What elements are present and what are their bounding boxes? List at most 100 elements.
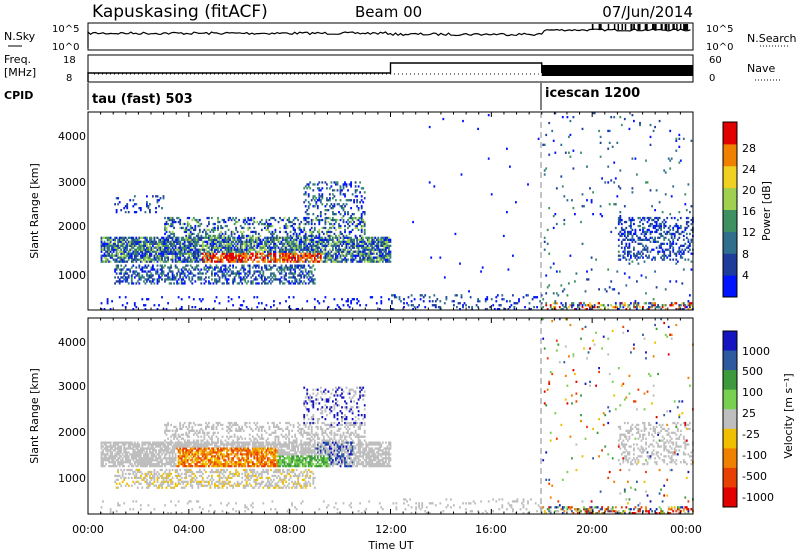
heatmap-cell [224, 236, 227, 239]
heatmap-cell [681, 302, 684, 305]
heatmap-cell [250, 242, 253, 245]
heatmap-cell [209, 266, 212, 269]
heatmap-cell [289, 248, 292, 251]
heatmap-cell [383, 254, 386, 257]
heatmap-cell [155, 463, 157, 466]
heatmap-cell [639, 252, 641, 255]
heatmap-cell [277, 266, 280, 269]
heatmap-cell [139, 258, 142, 261]
heatmap-cell [357, 254, 360, 257]
heatmap-cell [676, 238, 679, 241]
heatmap-cell [388, 254, 390, 257]
heatmap-cell [161, 240, 163, 243]
heatmap-cell [592, 213, 595, 216]
heatmap-cell [221, 254, 224, 257]
heatmap-cell [232, 282, 235, 285]
heatmap-cell [162, 443, 165, 446]
heatmap-cell [180, 306, 183, 309]
heatmap-cell [161, 270, 163, 273]
heatmap-cell [339, 256, 342, 259]
heatmap-cell [233, 256, 236, 259]
heatmap-cell [605, 290, 608, 293]
heatmap-cell [111, 451, 114, 454]
heatmap-cell [363, 250, 366, 253]
heatmap-cell [625, 308, 628, 311]
heatmap-cell [167, 244, 170, 247]
heatmap-cell [313, 236, 316, 239]
heatmap-cell [495, 296, 498, 299]
heatmap-cell [256, 220, 259, 224]
heatmap-cell [509, 165, 511, 168]
heatmap-cell [115, 248, 118, 251]
heatmap-cell [153, 459, 156, 462]
heatmap-cell [112, 443, 115, 446]
heatmap-cell [558, 270, 561, 273]
heatmap-cell [103, 248, 106, 251]
heatmap-cell [335, 213, 337, 216]
heatmap-cell [226, 238, 228, 241]
heatmap-cell [186, 236, 189, 239]
heatmap-cell [220, 226, 222, 230]
heatmap-cell [285, 274, 287, 277]
heatmap-cell [339, 205, 342, 208]
heatmap-cell [679, 256, 682, 259]
heatmap-cell [129, 248, 132, 251]
heatmap-cell [321, 203, 324, 206]
heatmap-cell [633, 248, 635, 251]
heatmap-cell [224, 252, 227, 255]
heatmap-cell [186, 228, 189, 232]
heatmap-cell [481, 266, 484, 269]
heatmap-cell [203, 248, 206, 251]
heatmap-cell [165, 486, 168, 489]
heatmap-cell [146, 447, 148, 450]
heatmap-cell [103, 441, 106, 444]
heatmap-cell [251, 248, 254, 251]
heatmap-cell [304, 232, 307, 236]
heatmap-cell [371, 238, 374, 241]
heatmap-cell [164, 274, 166, 277]
heatmap-cell [586, 278, 588, 281]
heatmap-cell [141, 445, 144, 448]
heatmap-cell [279, 250, 281, 253]
heatmap-cell [220, 254, 222, 257]
heatmap-cell [135, 443, 138, 446]
heatmap-cell [257, 260, 260, 263]
heatmap-cell [345, 242, 348, 245]
heatmap-cell [661, 220, 664, 224]
heatmap-cell [253, 230, 256, 234]
heatmap-cell [645, 248, 647, 251]
heatmap-cell [270, 240, 272, 243]
heatmap-cell [155, 236, 157, 239]
heatmap-cell [684, 304, 687, 307]
power-colorbar-segment [723, 187, 737, 210]
heatmap-cell [167, 272, 170, 275]
heatmap-cell [138, 272, 141, 275]
heatmap-cell [241, 248, 244, 251]
heatmap-cell [548, 207, 551, 210]
heatmap-cell [350, 244, 353, 247]
heatmap-cell [627, 304, 629, 307]
heatmap-cell [165, 451, 168, 454]
heatmap-cell [239, 250, 242, 253]
heatmap-cell [681, 244, 684, 247]
heatmap-cell [649, 143, 652, 146]
heatmap-cell [310, 272, 313, 275]
heatmap-cell [592, 191, 595, 194]
heatmap-cell [206, 258, 209, 261]
heatmap-cell [117, 451, 120, 454]
heatmap-cell [241, 258, 244, 261]
heatmap-cell [271, 258, 274, 261]
heatmap-cell [506, 147, 508, 150]
heatmap-cell [214, 274, 216, 277]
heatmap-cell [150, 280, 153, 283]
heatmap-cell [347, 236, 349, 239]
heatmap-cell [350, 300, 353, 303]
heatmap-cell [672, 240, 675, 243]
heatmap-cell [100, 451, 103, 454]
heatmap-cell [241, 246, 244, 249]
heatmap-cell [294, 272, 297, 275]
heatmap-cell [380, 242, 383, 245]
heatmap-cell [105, 441, 107, 444]
heatmap-cell [183, 244, 186, 247]
